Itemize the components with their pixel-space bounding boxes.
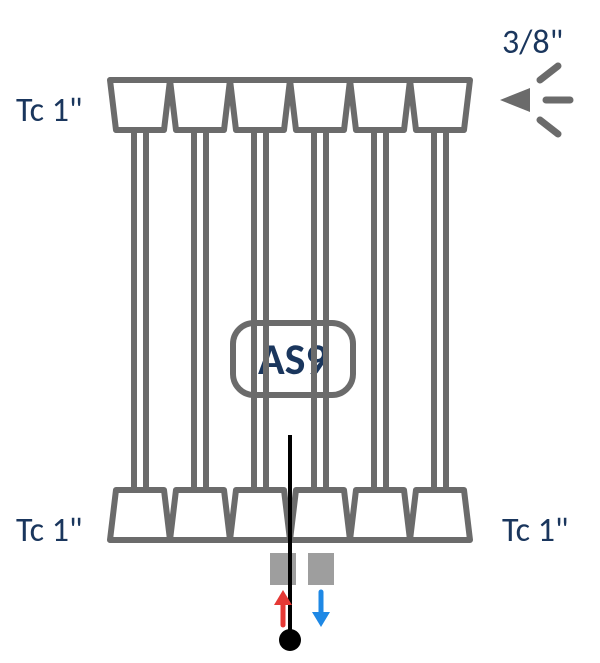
radiator-section	[350, 80, 410, 540]
outlet-connector	[308, 553, 334, 585]
air-vent-icon	[500, 66, 570, 134]
radiator-section	[410, 80, 470, 540]
radiator-section	[290, 80, 350, 540]
radiator-diagram	[0, 0, 600, 663]
radiator-section	[230, 80, 290, 540]
radiator-section	[110, 80, 170, 540]
radiator-section	[170, 80, 230, 540]
inlet-connector	[270, 553, 296, 585]
supply-dot	[279, 629, 301, 651]
outlet-arrow-icon	[312, 592, 330, 627]
